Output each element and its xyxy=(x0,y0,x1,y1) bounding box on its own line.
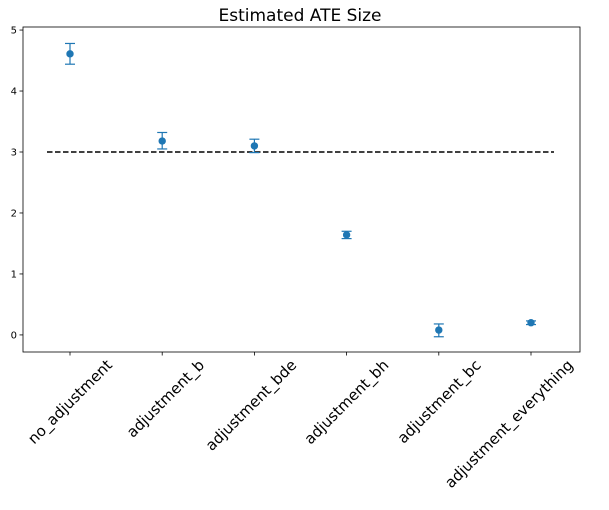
x-tick-label: adjustment_bh xyxy=(301,356,394,449)
plot-frame xyxy=(22,26,581,353)
y-tick-label: 2 xyxy=(11,208,17,219)
x-tick-label: adjustment_b xyxy=(123,356,209,442)
x-tick-label: adjustment_bc xyxy=(394,356,486,448)
data-point xyxy=(342,231,351,239)
data-point xyxy=(527,319,535,327)
y-tick-label: 4 xyxy=(11,87,17,98)
data-point xyxy=(250,142,259,150)
data-point xyxy=(435,326,443,334)
data-point xyxy=(158,137,166,145)
y-tick-label: 0 xyxy=(11,330,17,341)
chart-title: Estimated ATE Size xyxy=(218,6,381,26)
x-tick-label: no_adjustment xyxy=(24,356,116,448)
marks-layer xyxy=(47,42,554,338)
x-tick-label: adjustment_bde xyxy=(202,356,301,455)
y-tick-label: 3 xyxy=(11,148,17,159)
y-tick-label: 5 xyxy=(11,26,17,37)
data-point xyxy=(66,50,74,58)
y-tick-label: 1 xyxy=(11,269,17,280)
